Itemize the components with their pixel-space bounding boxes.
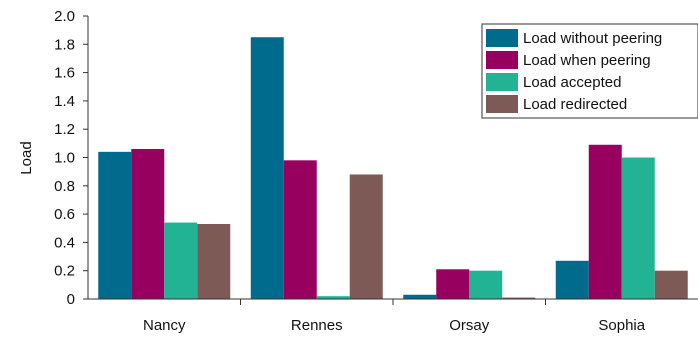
bars-layer: [98, 37, 688, 299]
y-tick-label: 1.0: [54, 150, 75, 167]
x-tick-label: Nancy: [143, 317, 186, 334]
bar: [555, 260, 589, 299]
legend-label: Load when peering: [523, 52, 651, 69]
legend-swatch: [486, 73, 518, 91]
legend-label: Load accepted: [523, 74, 621, 91]
bar: [621, 157, 655, 299]
y-tick-label: 0: [67, 291, 75, 308]
bar: [197, 224, 231, 299]
bar: [588, 144, 622, 299]
y-ticks: 0 0.2 0.4 0.6 0.8 1.0 1.2 1.4 1.6 1.8 2.0: [54, 8, 88, 308]
y-tick-label: 1.6: [54, 65, 75, 82]
legend-label: Load redirected: [523, 96, 627, 113]
bar: [283, 160, 317, 299]
y-tick-label: 1.8: [54, 36, 75, 53]
x-tick-label: Orsay: [449, 317, 490, 334]
y-tick-label: 2.0: [54, 8, 75, 25]
y-tick-label: 0.8: [54, 178, 75, 195]
bar: [403, 294, 437, 299]
bar: [250, 37, 284, 299]
y-axis-title: Load: [18, 141, 35, 174]
bar: [654, 270, 688, 299]
bar: [502, 297, 536, 299]
legend-label: Load without peering: [523, 30, 662, 47]
y-tick-label: 0.6: [54, 206, 75, 223]
y-tick-label: 0.4: [54, 234, 75, 251]
bar: [469, 270, 503, 299]
legend-swatch: [486, 95, 518, 113]
y-tick-label: 1.4: [54, 93, 75, 110]
bar: [98, 151, 132, 299]
legend-swatch: [486, 51, 518, 69]
y-tick-label: 0.2: [54, 263, 75, 280]
bar: [436, 269, 470, 299]
bar: [131, 149, 165, 299]
bar: [164, 222, 198, 299]
x-ticks: Nancy Rennes Orsay Sophia: [143, 299, 646, 334]
y-tick-label: 1.2: [54, 121, 75, 138]
bar: [316, 296, 350, 299]
x-tick-label: Rennes: [291, 317, 343, 334]
legend-swatch: [486, 29, 518, 47]
legend: Load without peering Load when peering Loa…: [481, 23, 698, 119]
bar: [349, 174, 383, 299]
x-tick-label: Sophia: [598, 317, 645, 334]
